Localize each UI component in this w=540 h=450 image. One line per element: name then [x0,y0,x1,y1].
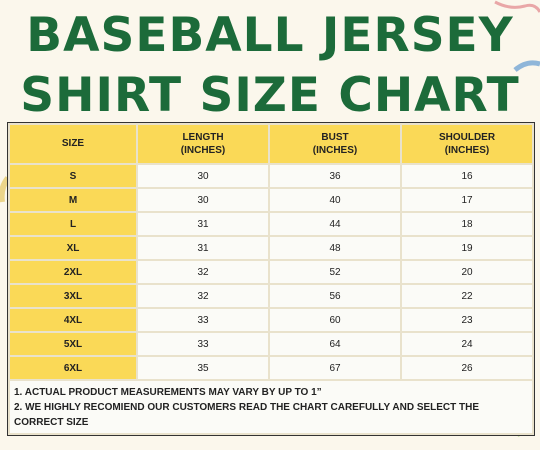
bust-cell: 60 [270,309,400,331]
size-cell: S [10,165,136,187]
length-cell: 31 [138,213,268,235]
size-cell: 4XL [10,309,136,331]
table-header-row: SIZE LENGTH (INCHES) BUST (INCHES) SHOULDE… [10,125,532,163]
length-cell: 30 [138,189,268,211]
shoulder-cell: 17 [402,189,532,211]
bust-cell: 56 [270,285,400,307]
shoulder-cell: 26 [402,357,532,379]
length-cell: 35 [138,357,268,379]
page-title-line1: BASEBALL JERSEY [26,8,514,63]
bust-cell: 64 [270,333,400,355]
length-cell: 32 [138,285,268,307]
note-2-continued: CORRECT SIZE [14,417,89,428]
length-cell: 33 [138,333,268,355]
shoulder-cell: 19 [402,237,532,259]
table-row: 6XL 35 67 26 [10,357,532,379]
table-row: 2XL 32 52 20 [10,261,532,283]
shoulder-cell: 16 [402,165,532,187]
table-row: 4XL 33 60 23 [10,309,532,331]
size-cell: 2XL [10,261,136,283]
header-length: LENGTH (INCHES) [138,125,268,163]
bust-cell: 36 [270,165,400,187]
bust-cell: 44 [270,213,400,235]
size-cell: 3XL [10,285,136,307]
bust-cell: 67 [270,357,400,379]
size-cell: XL [10,237,136,259]
shoulder-cell: 22 [402,285,532,307]
table-row: M 30 40 17 [10,189,532,211]
shoulder-cell: 20 [402,261,532,283]
length-cell: 30 [138,165,268,187]
page-title-line2: SHIRT SIZE CHART [20,68,520,123]
header-size: SIZE [10,125,136,163]
length-cell: 32 [138,261,268,283]
table-row: 5XL 33 64 24 [10,333,532,355]
table-row: S 30 36 16 [10,165,532,187]
size-cell: L [10,213,136,235]
table-row: 3XL 32 56 22 [10,285,532,307]
shoulder-cell: 24 [402,333,532,355]
header-shoulder: SHOULDER (INCHES) [402,125,532,163]
note-1: 1. ACTUAL PRODUCT MEASUREMENTS MAY VARY … [14,387,322,398]
bust-cell: 40 [270,189,400,211]
size-cell: 5XL [10,333,136,355]
bust-cell: 48 [270,237,400,259]
length-cell: 31 [138,237,268,259]
size-cell: M [10,189,136,211]
header-bust: BUST (INCHES) [270,125,400,163]
shoulder-cell: 23 [402,309,532,331]
size-notes: 1. ACTUAL PRODUCT MEASUREMENTS MAY VARY … [10,381,532,433]
bust-cell: 52 [270,261,400,283]
shoulder-cell: 18 [402,213,532,235]
table-row: L 31 44 18 [10,213,532,235]
size-chart: SIZE LENGTH (INCHES) BUST (INCHES) SHOULDE… [7,122,535,436]
table-row: XL 31 48 19 [10,237,532,259]
note-2: 2. WE HIGHLY RECOMIEND OUR CUSTOMERS REA… [14,402,480,413]
size-cell: 6XL [10,357,136,379]
size-table: SIZE LENGTH (INCHES) BUST (INCHES) SHOULDE… [8,123,534,381]
length-cell: 33 [138,309,268,331]
